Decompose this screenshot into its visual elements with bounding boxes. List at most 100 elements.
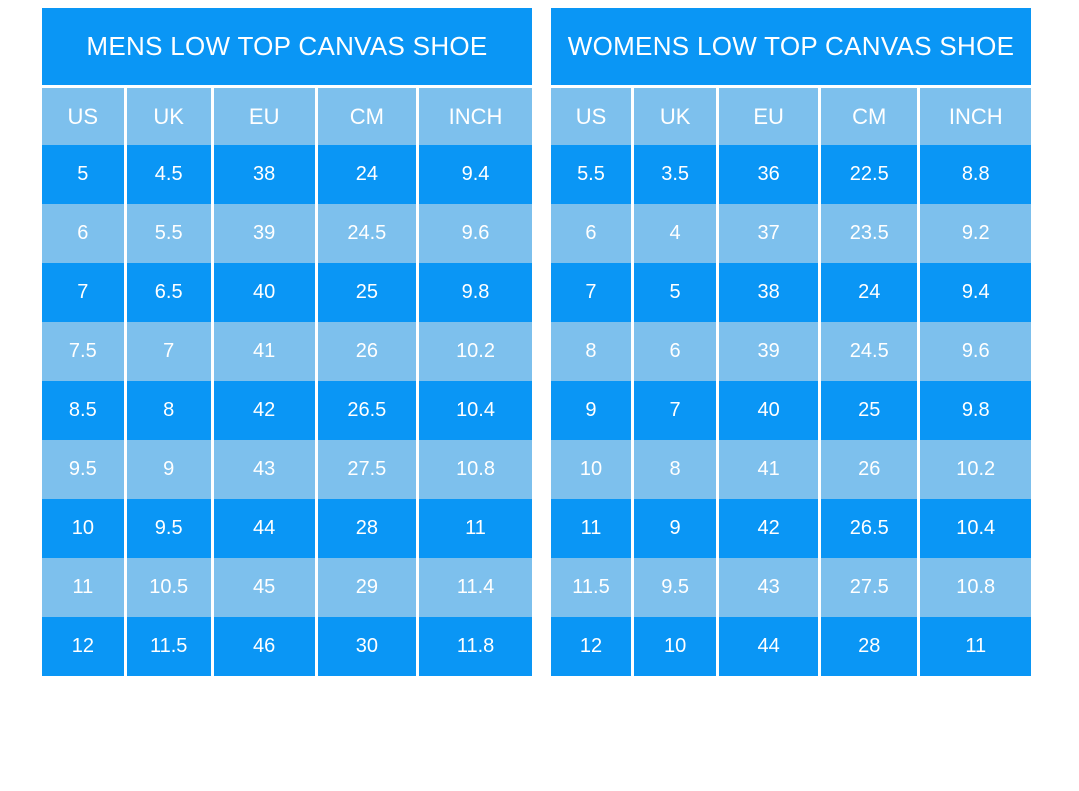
size-cell-r6-c4: 10.4 xyxy=(920,499,1031,558)
womens-size-chart: WOMENS LOW TOP CANVAS SHOE US UK EU CM INCH 5… xyxy=(551,8,1031,676)
size-cell-r8-c2: 46 xyxy=(213,617,315,676)
size-cell-r8-c2: 44 xyxy=(719,617,819,676)
size-cell-r5-c0: 9.5 xyxy=(42,440,124,499)
size-cell-r0-c0: 5 xyxy=(42,145,124,204)
size-cell-r4-c0: 8.5 xyxy=(42,381,124,440)
size-cell-r2-c2: 38 xyxy=(719,263,819,322)
size-cell-r0-c4: 8.8 xyxy=(920,145,1031,204)
size-cell-r0-c2: 38 xyxy=(213,145,315,204)
size-cell-r3-c4: 10.2 xyxy=(419,322,532,381)
size-cell-r8-c1: 11.5 xyxy=(126,617,211,676)
size-cell-r2-c0: 7 xyxy=(42,263,124,322)
column-header-inch: INCH xyxy=(920,88,1031,145)
size-cell-r2-c4: 9.4 xyxy=(920,263,1031,322)
size-cell-r0-c0: 5.5 xyxy=(551,145,631,204)
mens-size-chart: MENS LOW TOP CANVAS SHOE US UK EU CM INCH 5 4.… xyxy=(42,8,532,676)
size-cell-r5-c4: 10.2 xyxy=(920,440,1031,499)
size-cell-r3-c3: 26 xyxy=(317,322,417,381)
size-cell-r1-c0: 6 xyxy=(551,204,631,263)
size-cell-r5-c2: 43 xyxy=(213,440,315,499)
size-cell-r7-c2: 43 xyxy=(719,558,819,617)
size-cell-r1-c2: 37 xyxy=(719,204,819,263)
size-cell-r6-c2: 44 xyxy=(213,499,315,558)
column-header-us: US xyxy=(551,88,631,145)
size-cell-r7-c4: 11.4 xyxy=(419,558,532,617)
size-cell-r5-c3: 26 xyxy=(821,440,918,499)
size-cell-r1-c1: 5.5 xyxy=(126,204,211,263)
size-cell-r3-c1: 7 xyxy=(126,322,211,381)
size-cell-r8-c4: 11 xyxy=(920,617,1031,676)
size-cell-r8-c1: 10 xyxy=(633,617,717,676)
size-cell-r6-c0: 11 xyxy=(551,499,631,558)
size-cell-r4-c1: 7 xyxy=(633,381,717,440)
column-header-cm: CM xyxy=(317,88,417,145)
size-cell-r3-c4: 9.6 xyxy=(920,322,1031,381)
size-cell-r6-c1: 9 xyxy=(633,499,717,558)
size-cell-r5-c2: 41 xyxy=(719,440,819,499)
size-cell-r7-c3: 29 xyxy=(317,558,417,617)
size-cell-r6-c4: 11 xyxy=(419,499,532,558)
size-cell-r7-c4: 10.8 xyxy=(920,558,1031,617)
size-cell-r8-c4: 11.8 xyxy=(419,617,532,676)
size-cell-r6-c2: 42 xyxy=(719,499,819,558)
size-cell-r7-c3: 27.5 xyxy=(821,558,918,617)
size-cell-r5-c1: 8 xyxy=(633,440,717,499)
size-cell-r3-c1: 6 xyxy=(633,322,717,381)
size-cell-r5-c4: 10.8 xyxy=(419,440,532,499)
size-cell-r4-c2: 42 xyxy=(213,381,315,440)
size-cell-r7-c1: 9.5 xyxy=(633,558,717,617)
size-cell-r6-c0: 10 xyxy=(42,499,124,558)
size-cell-r2-c1: 6.5 xyxy=(126,263,211,322)
size-cell-r7-c0: 11.5 xyxy=(551,558,631,617)
size-cell-r1-c4: 9.2 xyxy=(920,204,1031,263)
size-cell-r4-c0: 9 xyxy=(551,381,631,440)
size-cell-r2-c4: 9.8 xyxy=(419,263,532,322)
size-cell-r3-c2: 41 xyxy=(213,322,315,381)
size-cell-r6-c3: 28 xyxy=(317,499,417,558)
size-cell-r6-c1: 9.5 xyxy=(126,499,211,558)
size-cell-r3-c3: 24.5 xyxy=(821,322,918,381)
size-cell-r8-c3: 28 xyxy=(821,617,918,676)
size-cell-r1-c3: 24.5 xyxy=(317,204,417,263)
size-cell-r4-c3: 26.5 xyxy=(317,381,417,440)
size-cell-r0-c1: 4.5 xyxy=(126,145,211,204)
size-cell-r2-c1: 5 xyxy=(633,263,717,322)
size-cell-r0-c3: 22.5 xyxy=(821,145,918,204)
size-cell-r1-c1: 4 xyxy=(633,204,717,263)
size-cell-r8-c0: 12 xyxy=(42,617,124,676)
size-cell-r0-c1: 3.5 xyxy=(633,145,717,204)
column-header-uk: UK xyxy=(126,88,211,145)
mens-size-grid: US UK EU CM INCH 5 4.5 38 24 9.4 6 5.5 39 24.5 9.6 7 6.5… xyxy=(42,88,532,676)
size-cell-r1-c2: 39 xyxy=(213,204,315,263)
size-cell-r8-c0: 12 xyxy=(551,617,631,676)
size-cell-r0-c4: 9.4 xyxy=(419,145,532,204)
size-cell-r2-c3: 24 xyxy=(821,263,918,322)
size-cell-r1-c4: 9.6 xyxy=(419,204,532,263)
size-cell-r1-c0: 6 xyxy=(42,204,124,263)
size-cell-r8-c3: 30 xyxy=(317,617,417,676)
size-cell-r2-c2: 40 xyxy=(213,263,315,322)
size-cell-r7-c0: 11 xyxy=(42,558,124,617)
size-cell-r4-c4: 10.4 xyxy=(419,381,532,440)
mens-chart-title: MENS LOW TOP CANVAS SHOE xyxy=(42,8,532,85)
size-cell-r7-c2: 45 xyxy=(213,558,315,617)
column-header-inch: INCH xyxy=(419,88,532,145)
size-cell-r4-c3: 25 xyxy=(821,381,918,440)
size-cell-r0-c3: 24 xyxy=(317,145,417,204)
column-header-us: US xyxy=(42,88,124,145)
size-cell-r3-c0: 7.5 xyxy=(42,322,124,381)
column-header-eu: EU xyxy=(719,88,819,145)
size-cell-r2-c0: 7 xyxy=(551,263,631,322)
size-cell-r4-c1: 8 xyxy=(126,381,211,440)
size-cell-r6-c3: 26.5 xyxy=(821,499,918,558)
column-header-uk: UK xyxy=(633,88,717,145)
size-cell-r0-c2: 36 xyxy=(719,145,819,204)
size-cell-r7-c1: 10.5 xyxy=(126,558,211,617)
size-cell-r5-c0: 10 xyxy=(551,440,631,499)
column-header-eu: EU xyxy=(213,88,315,145)
size-cell-r2-c3: 25 xyxy=(317,263,417,322)
size-cell-r5-c1: 9 xyxy=(126,440,211,499)
size-cell-r4-c4: 9.8 xyxy=(920,381,1031,440)
size-cell-r5-c3: 27.5 xyxy=(317,440,417,499)
size-charts-container: MENS LOW TOP CANVAS SHOE US UK EU CM INCH 5 4.… xyxy=(42,8,1031,676)
